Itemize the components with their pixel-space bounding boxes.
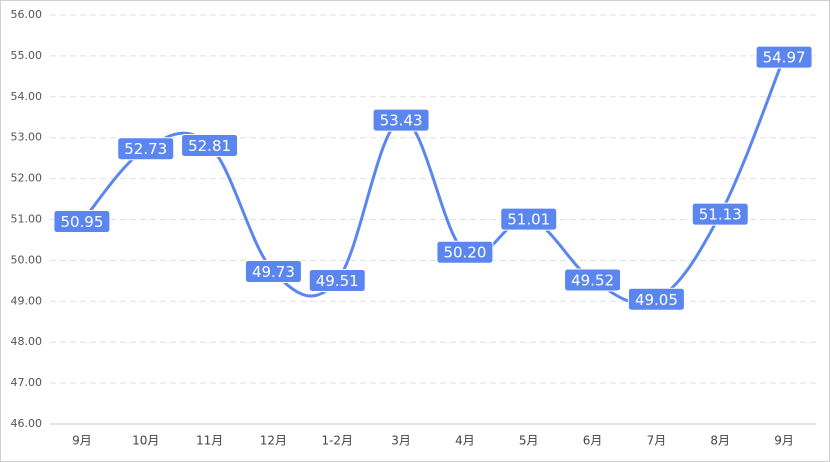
y-tick-label: 54.00 <box>11 90 43 103</box>
x-tick-label: 9月 <box>774 434 794 448</box>
value-label-bg <box>308 268 366 292</box>
value-label: 51.01 <box>507 211 550 229</box>
value-label: 49.73 <box>252 263 295 281</box>
value-label: 50.95 <box>60 213 103 231</box>
value-label: 52.73 <box>124 140 167 158</box>
value-label-bg <box>500 207 558 231</box>
x-tick-label: 11月 <box>196 434 223 448</box>
y-tick-label: 55.00 <box>11 49 43 62</box>
value-label: 54.97 <box>763 49 806 67</box>
value-label-bg <box>564 268 622 292</box>
value-label: 53.43 <box>380 112 423 130</box>
value-label: 49.52 <box>571 272 614 290</box>
value-label-bg <box>436 240 494 264</box>
value-label-bg <box>372 108 430 132</box>
x-tick-label: 6月 <box>583 434 603 448</box>
value-label-bg <box>755 45 813 69</box>
y-tick-label: 52.00 <box>11 172 43 185</box>
value-label-bg <box>181 133 239 157</box>
y-tick-label: 51.00 <box>11 213 43 226</box>
y-tick-label: 46.00 <box>11 417 43 430</box>
x-tick-label: 10月 <box>132 434 159 448</box>
x-tick-label: 7月 <box>647 434 667 448</box>
y-tick-label: 56.00 <box>11 8 43 21</box>
value-label: 50.20 <box>443 244 486 262</box>
value-label-bg <box>117 137 175 161</box>
x-tick-label: 9月 <box>72 434 92 448</box>
value-label-bg <box>244 259 302 283</box>
x-tick-label: 5月 <box>519 434 539 448</box>
x-tick-label: 3月 <box>391 434 411 448</box>
x-tick-label: 12月 <box>260 434 287 448</box>
value-label-bg <box>691 202 749 226</box>
value-label-bg <box>627 287 685 311</box>
y-tick-label: 49.00 <box>11 294 43 307</box>
x-tick-label: 8月 <box>710 434 730 448</box>
x-tick-label: 1-2月 <box>321 434 353 448</box>
x-tick-label: 4月 <box>455 434 475 448</box>
value-label: 52.81 <box>188 137 231 155</box>
value-label: 51.13 <box>699 206 742 224</box>
value-label: 49.51 <box>316 272 359 290</box>
y-tick-label: 47.00 <box>11 376 43 389</box>
y-tick-label: 48.00 <box>11 335 43 348</box>
y-tick-label: 50.00 <box>11 253 43 266</box>
value-label-bg <box>53 210 111 234</box>
value-label: 49.05 <box>635 291 678 309</box>
y-tick-label: 53.00 <box>11 131 43 144</box>
